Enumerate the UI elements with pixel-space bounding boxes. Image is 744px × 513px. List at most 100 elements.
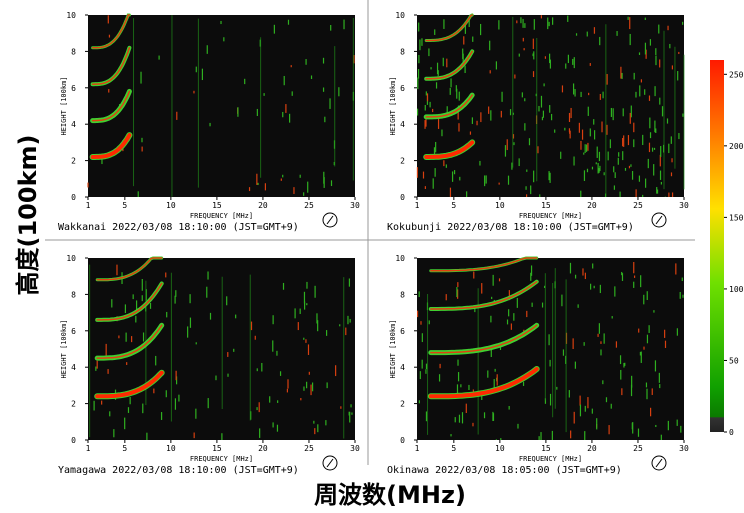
axis-title: HEIGHT [100km] bbox=[389, 319, 397, 378]
x-tick-label: 5 bbox=[451, 444, 456, 453]
y-tick-label: 4 bbox=[400, 120, 405, 129]
y-tick-label: 2 bbox=[71, 400, 76, 409]
x-tick-label: 1 bbox=[86, 201, 91, 210]
y-tick-label: 6 bbox=[400, 84, 405, 93]
axis-title: HEIGHT [100km] bbox=[60, 76, 68, 135]
y-tick-label: 10 bbox=[395, 11, 405, 20]
y-tick-label: 6 bbox=[71, 327, 76, 336]
y-tick-label: 0 bbox=[71, 193, 76, 202]
echo-trace bbox=[425, 94, 473, 118]
x-tick-label: 30 bbox=[679, 444, 689, 453]
echo-trace bbox=[430, 324, 538, 354]
colorbar-tick-label: 200 bbox=[729, 142, 744, 151]
y-tick-label: 4 bbox=[400, 363, 405, 372]
y-tick-label: 0 bbox=[71, 436, 76, 445]
x-tick-label: 25 bbox=[633, 444, 643, 453]
y-tick-label: 6 bbox=[71, 84, 76, 93]
echo-trace bbox=[424, 140, 475, 159]
x-tick-label: 15 bbox=[212, 444, 222, 453]
logo bbox=[322, 455, 338, 471]
echo-trace bbox=[428, 367, 539, 399]
x-tick-label: 10 bbox=[495, 201, 505, 210]
x-tick-label: 20 bbox=[587, 444, 597, 453]
station-caption: Okinawa 2022/03/08 18:05:00 (JST=GMT+9) bbox=[387, 465, 622, 476]
x-tick-label: 15 bbox=[541, 201, 551, 210]
plot-area bbox=[88, 15, 355, 197]
echo-trace bbox=[91, 47, 131, 85]
y-tick-label: 0 bbox=[400, 193, 405, 202]
logo bbox=[651, 455, 667, 471]
colorbar-tick-label: 0 bbox=[729, 428, 734, 437]
colorbar-tick-label: 100 bbox=[729, 285, 744, 294]
echo-trace bbox=[96, 257, 163, 281]
logo bbox=[322, 212, 338, 228]
x-tick-label: 15 bbox=[212, 201, 222, 210]
x-axis-label: 周波数(MHz) bbox=[314, 481, 466, 509]
echo-trace bbox=[425, 50, 473, 80]
x-tick-label: 5 bbox=[451, 201, 456, 210]
x-tick-label: 5 bbox=[122, 201, 127, 210]
x-tick-label: 10 bbox=[495, 444, 505, 453]
y-tick-label: 10 bbox=[395, 254, 405, 263]
echo-trace bbox=[91, 90, 131, 122]
echo-trace bbox=[90, 133, 132, 159]
station-caption: Kokubunji 2022/03/08 18:10:00 (JST=GMT+9… bbox=[387, 222, 634, 233]
axis-title: HEIGHT [100km] bbox=[389, 76, 397, 135]
x-tick-label: 1 bbox=[415, 201, 420, 210]
logo bbox=[326, 458, 334, 468]
x-tick-label: 25 bbox=[304, 444, 314, 453]
echo-trace bbox=[91, 14, 131, 49]
axis-title: FREQUENCY [MHz] bbox=[190, 212, 253, 220]
echo-trace bbox=[96, 324, 163, 359]
colorbar-tick-label: 50 bbox=[729, 356, 739, 365]
colorbar-tick-label: 250 bbox=[729, 70, 744, 79]
colorbar bbox=[710, 60, 724, 432]
axis-title: FREQUENCY [MHz] bbox=[519, 212, 582, 220]
y-tick-label: 4 bbox=[71, 120, 76, 129]
x-tick-label: 25 bbox=[633, 201, 643, 210]
y-tick-label: 8 bbox=[400, 290, 405, 299]
y-tick-label: 2 bbox=[71, 157, 76, 166]
y-axis-label: 高度(100km) bbox=[14, 134, 42, 295]
echo-trace bbox=[430, 280, 538, 310]
x-tick-label: 5 bbox=[122, 444, 127, 453]
plot-area bbox=[88, 258, 355, 440]
echo-trace bbox=[425, 14, 473, 42]
logo bbox=[655, 458, 663, 468]
x-tick-label: 30 bbox=[679, 201, 689, 210]
plot-area bbox=[417, 258, 684, 440]
logo bbox=[326, 215, 334, 225]
logo bbox=[655, 215, 663, 225]
x-tick-label: 20 bbox=[258, 444, 268, 453]
y-tick-label: 0 bbox=[400, 436, 405, 445]
x-tick-label: 10 bbox=[166, 201, 176, 210]
x-tick-label: 20 bbox=[258, 201, 268, 210]
y-tick-label: 6 bbox=[400, 327, 405, 336]
y-tick-label: 8 bbox=[71, 290, 76, 299]
x-tick-label: 1 bbox=[86, 444, 91, 453]
x-tick-label: 10 bbox=[166, 444, 176, 453]
y-tick-label: 10 bbox=[66, 11, 76, 20]
y-tick-label: 8 bbox=[400, 47, 405, 56]
station-caption: Wakkanai 2022/03/08 18:10:00 (JST=GMT+9) bbox=[58, 222, 299, 233]
axis-title: HEIGHT [100km] bbox=[60, 319, 68, 378]
y-tick-label: 2 bbox=[400, 157, 405, 166]
echo-trace bbox=[96, 282, 163, 321]
x-tick-label: 20 bbox=[587, 201, 597, 210]
plot-area bbox=[417, 15, 684, 197]
y-tick-label: 4 bbox=[71, 363, 76, 372]
x-tick-label: 30 bbox=[350, 201, 360, 210]
logo bbox=[651, 212, 667, 228]
y-tick-label: 8 bbox=[71, 47, 76, 56]
axis-title: FREQUENCY [MHz] bbox=[190, 455, 253, 463]
colorbar-tick-label: 150 bbox=[729, 213, 744, 222]
station-caption: Yamagawa 2022/03/08 18:10:00 (JST=GMT+9) bbox=[58, 465, 299, 476]
x-tick-label: 30 bbox=[350, 444, 360, 453]
y-tick-label: 2 bbox=[400, 400, 405, 409]
x-tick-label: 1 bbox=[415, 444, 420, 453]
